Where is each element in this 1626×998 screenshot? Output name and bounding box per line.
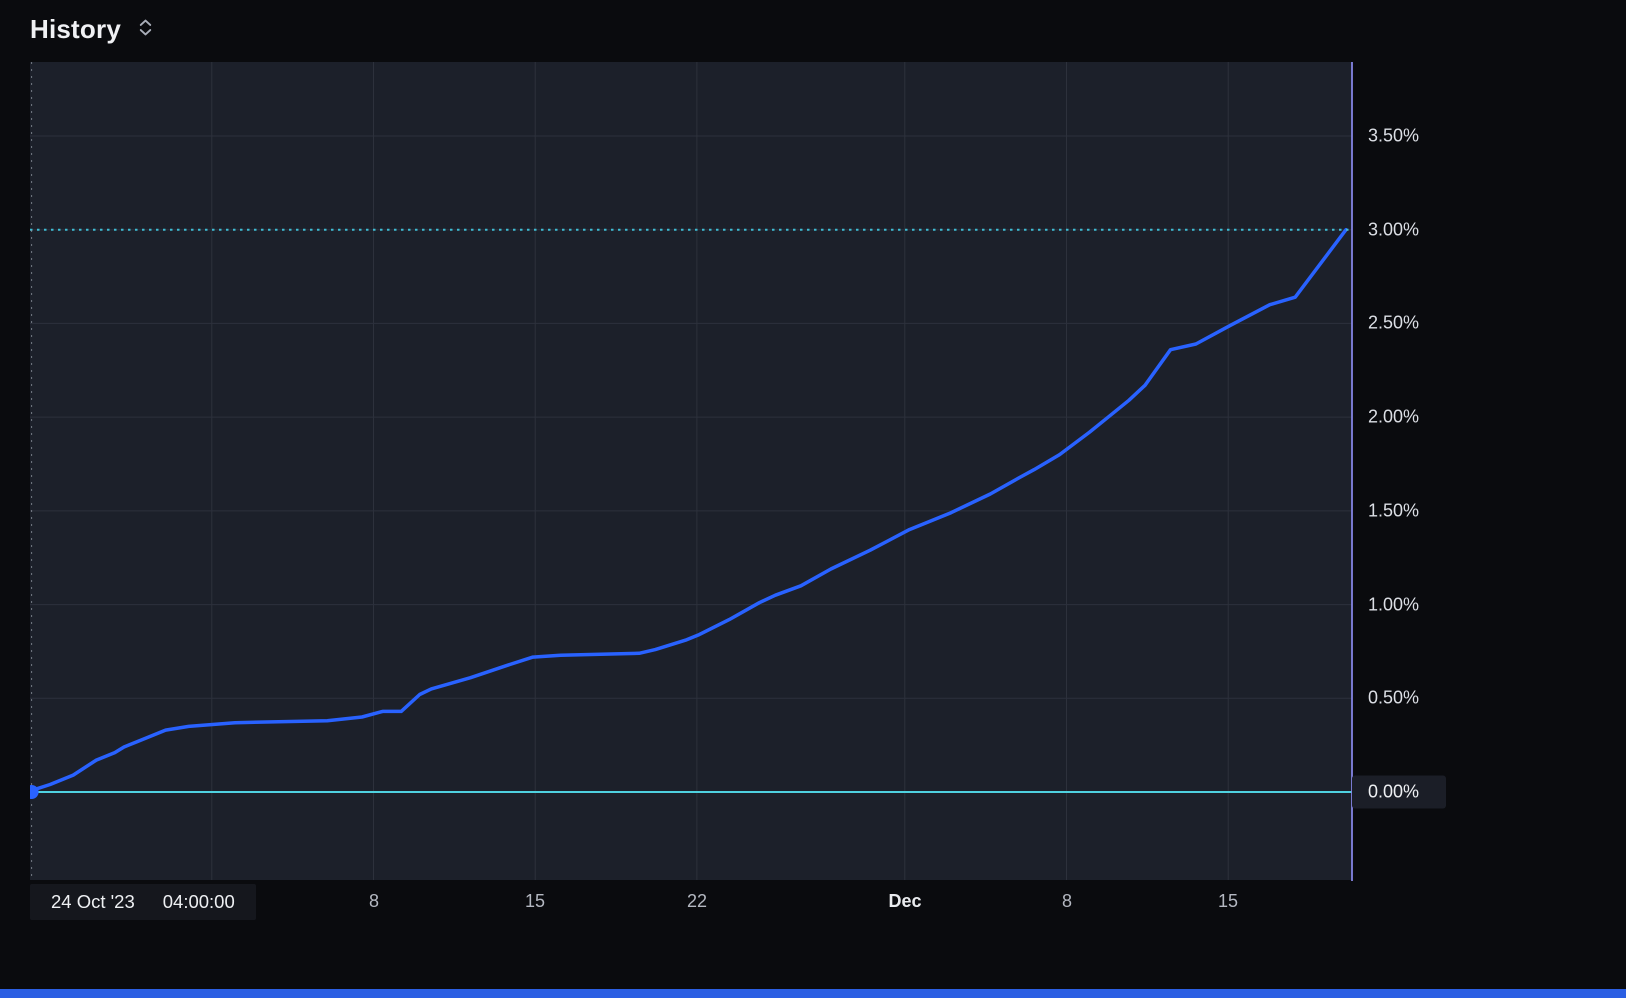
- time-axis-tick: 8: [368, 891, 380, 911]
- crosshair-time-label: 04:00:00: [162, 891, 235, 912]
- price-axis-tick: 3.50%: [1368, 125, 1420, 146]
- time-axis-tick: 15: [1217, 891, 1239, 911]
- page-title: History: [30, 14, 121, 44]
- price-axis-value-badge: 0.00%: [1352, 775, 1446, 809]
- price-axis-tick: 2.00%: [1368, 406, 1420, 427]
- price-axis-border: [1351, 62, 1353, 881]
- time-axis-tick: Dec: [888, 891, 922, 911]
- time-axis[interactable]: 24 Oct '23 04:00:00 8 15 22 Dec 8 15: [30, 880, 1352, 938]
- chart-plot-area[interactable]: [30, 62, 1352, 880]
- history-line-chart: [30, 62, 1352, 880]
- bottom-accent-bar: [0, 989, 1626, 998]
- time-axis-tick: 8: [1061, 891, 1073, 911]
- price-axis-tick: 1.50%: [1368, 500, 1420, 521]
- price-axis-tick: 2.50%: [1368, 312, 1420, 333]
- crosshair-time-badge: 24 Oct '23 04:00:00: [30, 884, 256, 920]
- time-axis-tick: 15: [524, 891, 546, 911]
- crosshair-date-label: 24 Oct '23: [51, 891, 135, 912]
- price-axis-tick: 3.00%: [1368, 219, 1420, 240]
- price-axis-tick: 1.00%: [1368, 594, 1420, 615]
- pane-header: History: [30, 14, 154, 45]
- series-start-marker: [30, 785, 39, 799]
- price-axis-tick: 0.50%: [1368, 687, 1420, 708]
- time-axis-tick: 22: [686, 891, 708, 911]
- price-axis[interactable]: 3.50% 3.00% 2.50% 2.00% 1.50% 1.00% 0.50% 0.00%: [1352, 62, 1492, 880]
- history-series-line: [30, 227, 1348, 793]
- unfold-vertical-icon[interactable]: [137, 18, 154, 37]
